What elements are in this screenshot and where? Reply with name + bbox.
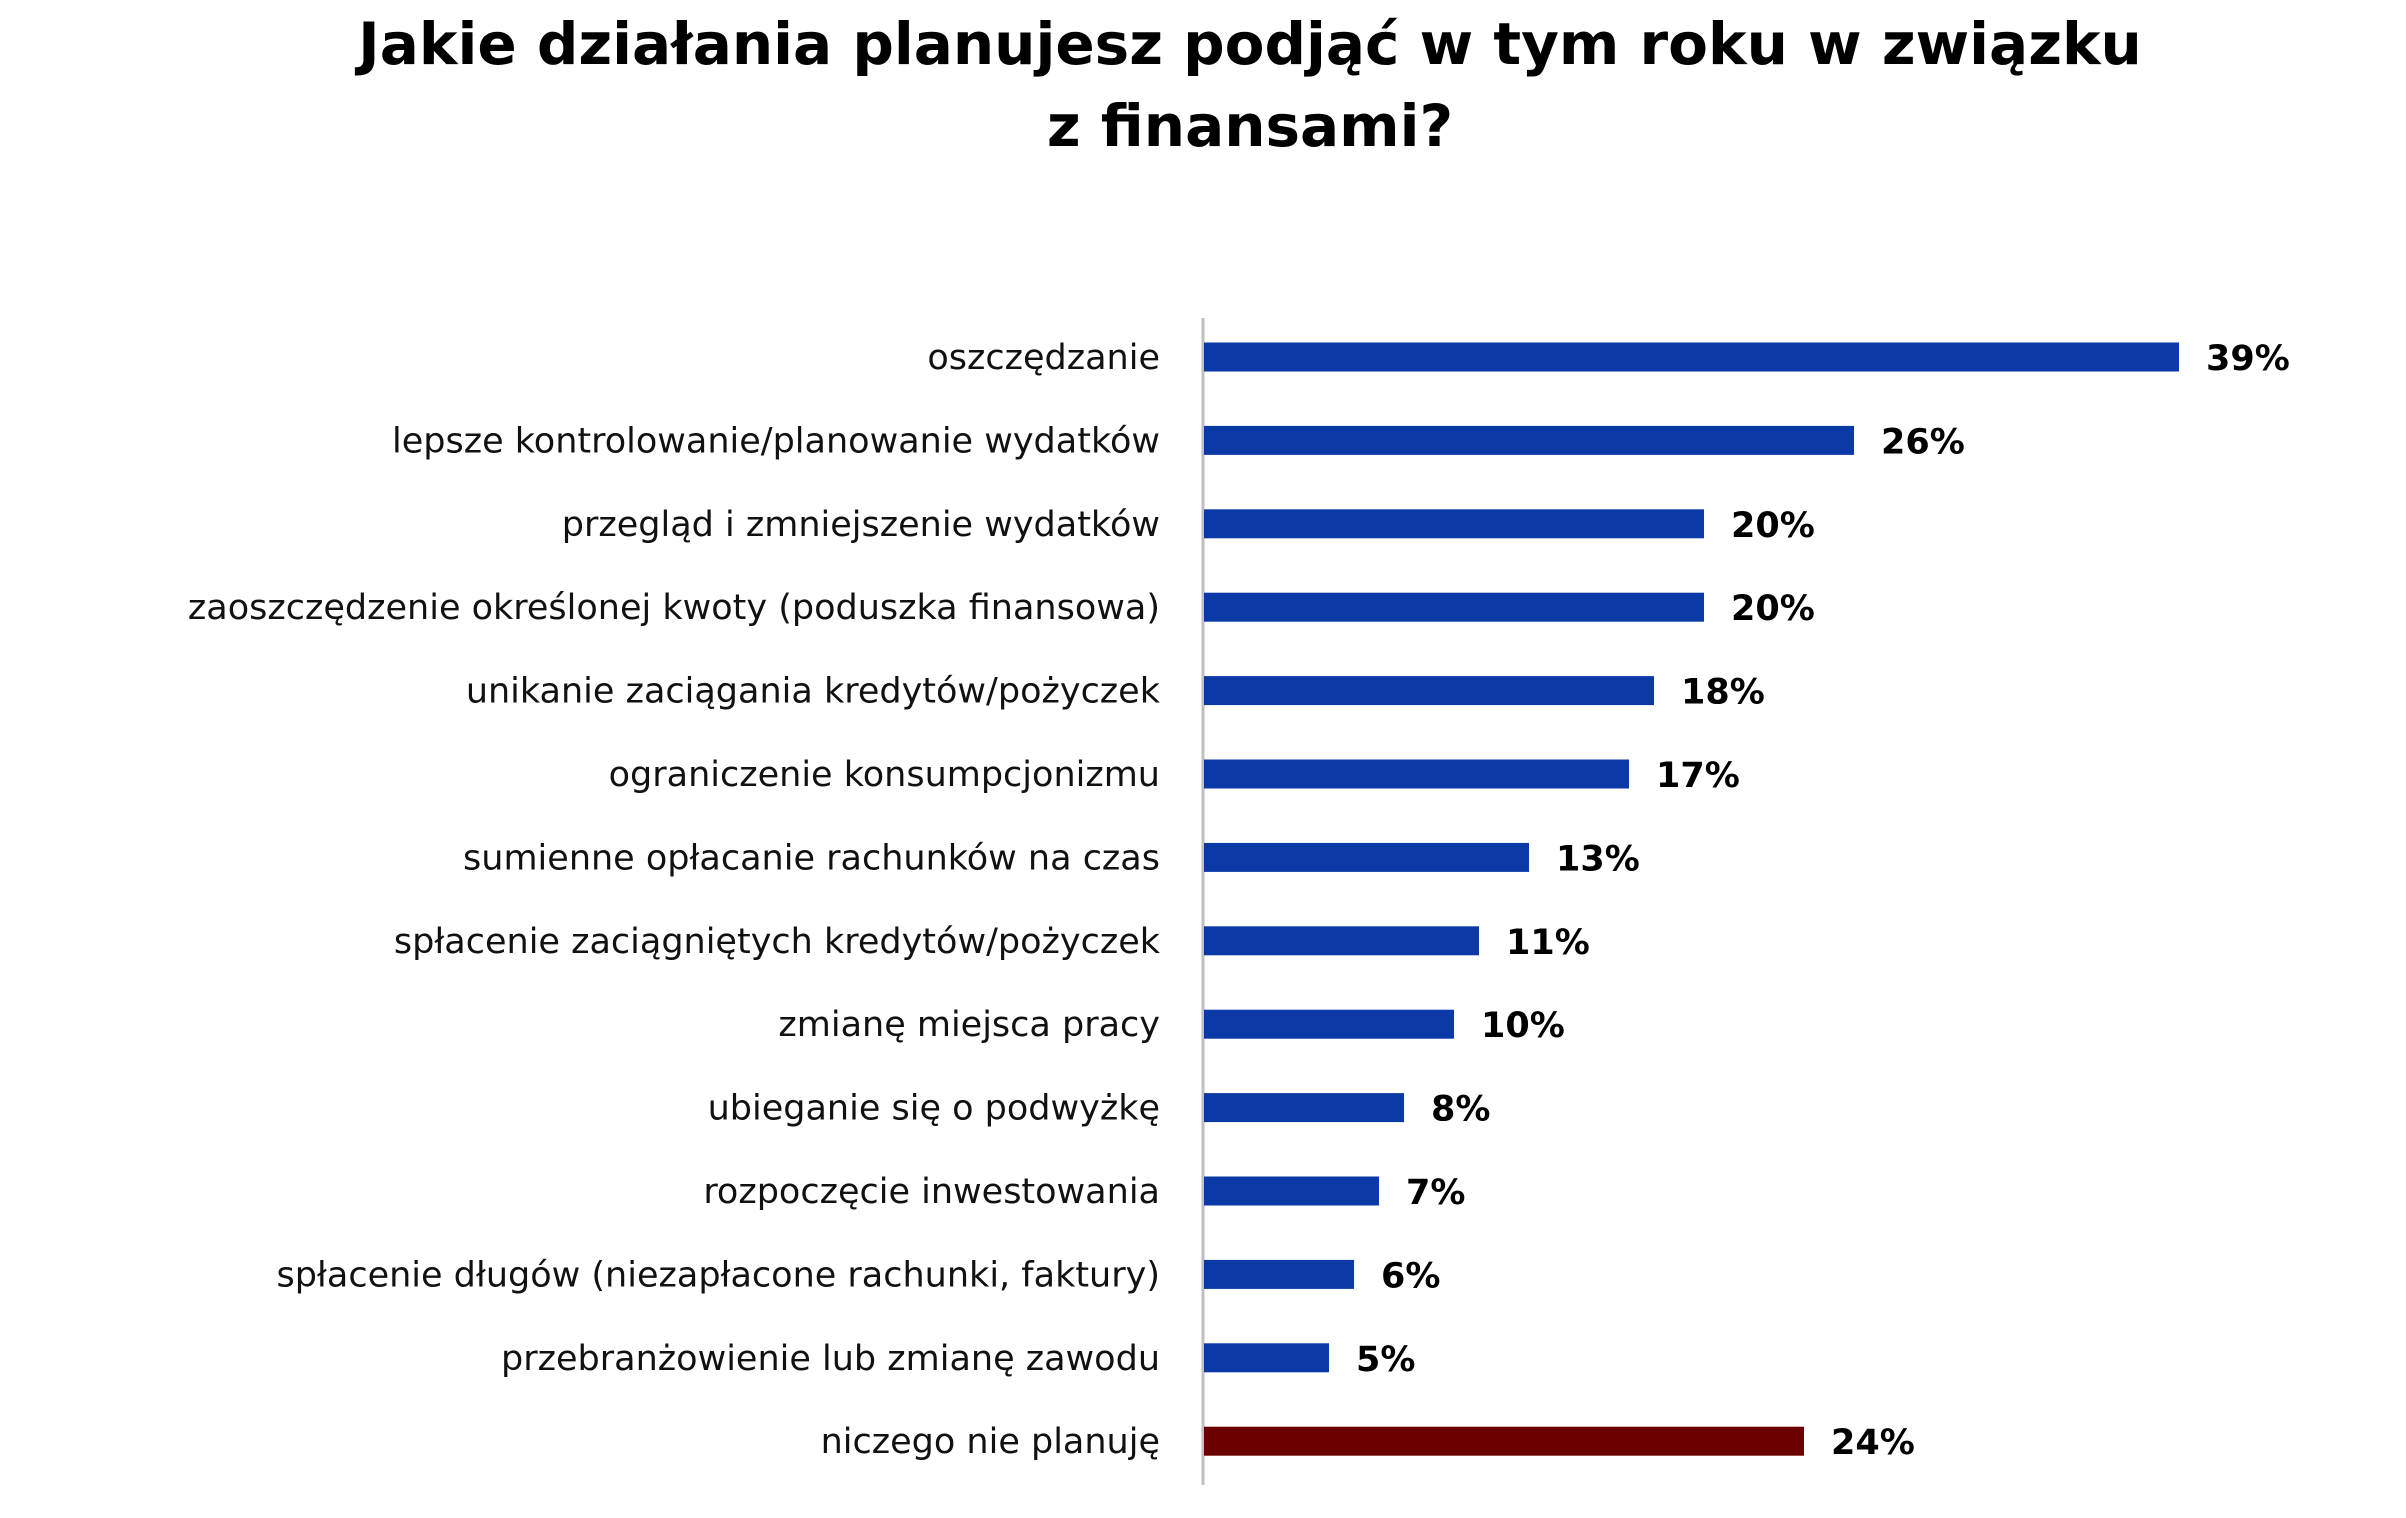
- category-label: sumienne opłacanie rachunków na czas: [463, 838, 1160, 878]
- bar-value-label: 18%: [1681, 673, 1765, 713]
- chart-title-line-1: Jakie działania planujesz podjąć w tym r…: [354, 10, 2142, 78]
- category-label: przebranżowienie lub zmianę zawodu: [501, 1339, 1160, 1379]
- bar-value-label: 39%: [2206, 339, 2290, 379]
- bar: [1204, 759, 1629, 789]
- bar-value-label: 7%: [1406, 1173, 1465, 1213]
- bar-value-label: 6%: [1381, 1256, 1440, 1296]
- category-label: rozpoczęcie inwestowania: [703, 1172, 1160, 1212]
- category-label: spłacenie zaciągniętych kredytów/pożycze…: [394, 922, 1161, 962]
- bar-value-label: 20%: [1731, 589, 1815, 629]
- chart-title-line-2: z finansami?: [1047, 92, 1453, 160]
- bar-value-label: 24%: [1831, 1423, 1915, 1463]
- bar-value-label: 20%: [1731, 506, 1815, 546]
- category-label: przegląd i zmniejszenie wydatków: [562, 505, 1160, 545]
- category-label: zmianę miejsca pracy: [778, 1005, 1160, 1045]
- bars: [1204, 342, 2179, 1456]
- category-label: unikanie zaciągania kredytów/pożyczek: [466, 672, 1161, 712]
- category-label: oszczędzanie: [927, 338, 1160, 378]
- bar-value-label: 8%: [1431, 1090, 1490, 1130]
- bar: [1204, 1093, 1404, 1123]
- bar: [1204, 1009, 1454, 1039]
- bar: [1204, 425, 1854, 455]
- category-label: niczego nie planuję: [821, 1422, 1160, 1462]
- category-label: ubieganie się o podwyżkę: [708, 1089, 1160, 1129]
- category-label: ograniczenie konsumpcjonizmu: [609, 755, 1160, 795]
- bar-value-label: 13%: [1556, 839, 1640, 879]
- bar: [1204, 1176, 1379, 1206]
- bar-value-label: 26%: [1881, 422, 1965, 462]
- category-label: spłacenie długów (niezapłacone rachunki,…: [276, 1255, 1160, 1295]
- category-labels: oszczędzanie lepsze kontrolowanie/planowa…: [188, 338, 1161, 1462]
- chart-title: Jakie działania planujesz podjąć w tym r…: [354, 10, 2142, 160]
- bar: [1204, 926, 1479, 956]
- bar-value-label: 5%: [1356, 1340, 1415, 1380]
- category-label: zaoszczędzenie określonej kwoty (poduszk…: [188, 588, 1160, 628]
- bar-value-label: 10%: [1481, 1006, 1565, 1046]
- bar: [1204, 592, 1704, 622]
- bar: [1204, 1343, 1329, 1373]
- bar: [1204, 842, 1529, 872]
- value-labels: 39% 26% 20% 20% 18% 17% 13% 11% 10% 8% 7% 6% 5% 24%: [1356, 339, 2290, 1463]
- bar: [1204, 509, 1704, 539]
- bar: [1204, 1426, 1804, 1456]
- bar: [1204, 676, 1654, 706]
- bar: [1204, 1259, 1354, 1289]
- bar-value-label: 17%: [1656, 756, 1740, 796]
- category-label: lepsze kontrolowanie/planowanie wydatków: [392, 421, 1160, 461]
- bar-value-label: 11%: [1506, 923, 1590, 963]
- bar: [1204, 342, 2179, 372]
